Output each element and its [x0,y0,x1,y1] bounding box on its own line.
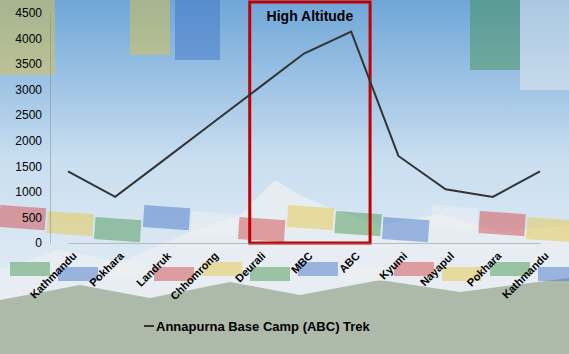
flag [0,205,46,230]
flag [94,217,141,242]
x-tick-label: Pokhara [464,249,504,289]
y-tick-label: 4500 [15,6,42,20]
sky [0,0,569,354]
y-tick-label: 1000 [15,185,42,199]
x-tick-label: Deurali [233,250,268,285]
prayer-flags [0,0,569,281]
flag [175,0,220,60]
annotation: High Altitude [250,2,370,243]
flag [526,217,569,242]
y-axis: 0 500 1000 1500 2000 2500 3000 3500 4000 4500 [15,6,50,250]
hills [0,278,569,354]
chart: High Altitude 0 500 1000 1500 2000 2500 3000 350… [0,0,569,354]
x-tick-label: ABC [337,249,362,274]
x-axis-line [69,243,541,244]
y-tick-label: 2500 [15,108,42,122]
y-tick-label: 3500 [15,57,42,71]
x-tick: Nayapul [418,243,457,288]
y-tick-label: 4000 [15,32,42,46]
legend-swatch [144,325,154,327]
y-tick: 3000 [15,83,50,97]
y-tick: 1500 [15,160,50,174]
x-tick: MBC [289,243,315,276]
x-tick: Kyumi [377,243,409,282]
flag [382,217,429,242]
x-tick-label: Chhomrong [168,250,221,303]
y-tick: 500 [22,211,50,225]
x-axis: KathmanduPokharaLandrukChhomrongDeuraliM… [28,243,551,302]
flag [334,211,381,236]
flag [478,211,525,236]
y-tick-label: 3000 [15,83,42,97]
flag [287,205,334,230]
series-line [68,32,540,197]
x-tick-label: Kathmandu [28,250,79,301]
y-axis-line [50,13,51,243]
annotation-box [250,2,370,243]
x-tick: Pokhara [464,243,504,289]
flag [190,211,237,236]
x-tick: ABC [337,243,362,275]
x-tick-label: MBC [289,249,315,275]
flag [238,217,285,242]
x-tick: Pokhara [87,243,127,289]
x-tick: Kathmandu [28,243,79,301]
snow-mountains [0,180,569,354]
y-tick: 2000 [15,134,50,148]
legend-label: Annapurna Base Camp (ABC) Trek [156,319,371,334]
flag [520,0,569,90]
x-tick: Landruk [134,243,174,289]
flag [0,0,55,75]
x-tick-label: Nayapul [418,250,457,289]
x-tick: Kathmandu [500,243,551,301]
y-tick-label: 0 [35,236,42,250]
y-tick-label: 500 [22,211,42,225]
flag [130,0,170,55]
x-tick-label: Kathmandu [500,250,551,301]
flag [538,267,569,281]
y-tick: 3500 [15,57,50,71]
y-tick: 2500 [15,108,50,122]
y-tick-label: 2000 [15,134,42,148]
background [0,0,569,354]
x-tick-label: Landruk [134,249,174,289]
x-tick-label: Pokhara [87,249,127,289]
x-tick: Deurali [233,243,268,284]
plot-area [68,32,540,197]
legend: Annapurna Base Camp (ABC) Trek [144,319,371,334]
annotation-text: High Altitude [267,8,354,24]
flag [431,205,478,230]
x-tick-label: Kyumi [377,250,409,282]
y-tick: 4000 [15,32,50,46]
x-tick: Chhomrong [168,243,221,302]
y-tick-label: 1500 [15,160,42,174]
y-tick: 0 [35,236,50,250]
flag [10,262,50,276]
y-tick: 1000 [15,185,50,199]
y-tick: 4500 [15,6,50,20]
flag [46,211,93,236]
flag [143,205,190,230]
